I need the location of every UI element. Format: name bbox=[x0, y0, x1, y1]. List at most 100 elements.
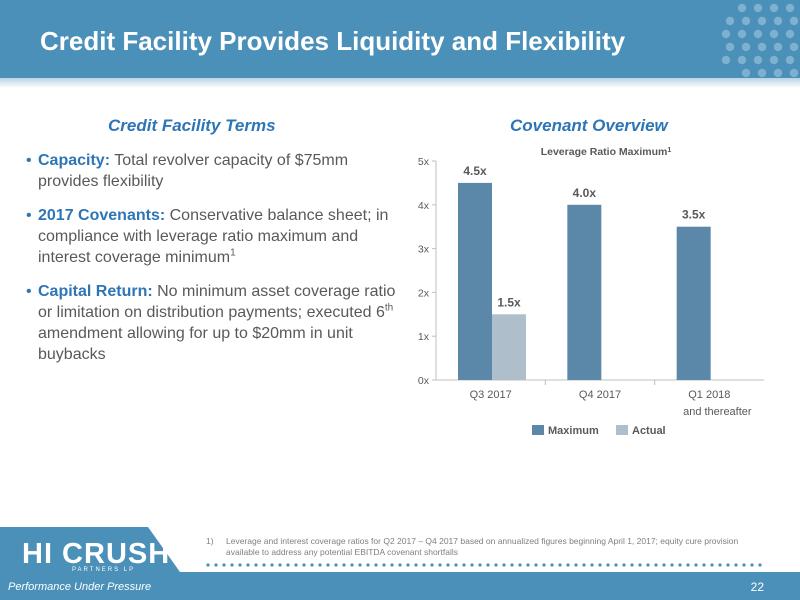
footer-dot bbox=[502, 563, 506, 567]
footer-dot bbox=[390, 563, 394, 567]
footer-dot bbox=[406, 563, 410, 567]
footer-dot bbox=[438, 563, 442, 567]
legend-label-maximum: Maximum bbox=[548, 425, 599, 437]
bullet-covenants: • 2017 Covenants: Conservative balance s… bbox=[26, 205, 398, 268]
decorative-dots bbox=[721, 3, 799, 78]
bullet-list: • Capacity: Total revolver capacity of $… bbox=[26, 150, 398, 378]
bullet-dot: • bbox=[26, 207, 32, 224]
footer-dot bbox=[526, 563, 530, 567]
decor-dot bbox=[737, 55, 747, 65]
bullet-dot: • bbox=[26, 152, 32, 169]
footer-dot bbox=[710, 563, 714, 567]
decor-dot bbox=[725, 16, 735, 26]
page-title: Credit Facility Provides Liquidity and F… bbox=[40, 26, 626, 56]
footnote: 1) Leverage and interest coverage ratios… bbox=[206, 536, 746, 558]
decor-dot bbox=[789, 16, 799, 26]
ordinal-suffix: th bbox=[384, 302, 394, 314]
decor-dot bbox=[741, 42, 751, 52]
logo-panel bbox=[0, 527, 180, 600]
footer-dot bbox=[750, 563, 754, 567]
footer-dot bbox=[206, 563, 210, 567]
footer-dot bbox=[590, 563, 594, 567]
y-tick-label: 3x bbox=[418, 244, 430, 256]
footer-dot bbox=[606, 563, 610, 567]
footer-dot bbox=[670, 563, 674, 567]
footer-dot bbox=[734, 563, 738, 567]
decor-dot bbox=[753, 55, 763, 65]
footer-dot bbox=[614, 563, 618, 567]
data-label: 1.5x bbox=[497, 295, 521, 309]
x-tick-label: Q4 2017 bbox=[579, 389, 621, 401]
bullet-dot: • bbox=[26, 283, 32, 300]
footer-dot bbox=[686, 563, 690, 567]
footer-dot bbox=[358, 563, 362, 567]
chart-title-footnote: 1 bbox=[667, 147, 671, 154]
decor-dot bbox=[785, 3, 795, 13]
footer-dot bbox=[518, 563, 522, 567]
footer-dot bbox=[454, 563, 458, 567]
y-tick-label: 5x bbox=[418, 156, 430, 168]
decor-dot bbox=[769, 3, 779, 13]
x-tick-label: Q1 2018 bbox=[688, 389, 730, 401]
footer-dot bbox=[382, 563, 386, 567]
footer-dot bbox=[542, 563, 546, 567]
footer-dot bbox=[342, 563, 346, 567]
footer-dot bbox=[278, 563, 282, 567]
decor-dot bbox=[769, 29, 779, 39]
company-tagline: Performance Under Pressure bbox=[8, 581, 152, 593]
footer-dot bbox=[582, 563, 586, 567]
footer-dot bbox=[350, 563, 354, 567]
left-section-title: Credit Facility Terms bbox=[108, 116, 276, 135]
footer-dot bbox=[334, 563, 338, 567]
footer-dot bbox=[638, 563, 642, 567]
footer-dot bbox=[726, 563, 730, 567]
footer-dot bbox=[702, 563, 706, 567]
bullet-head: Capacity: bbox=[38, 152, 111, 169]
footer-dot bbox=[310, 563, 314, 567]
footer-dot bbox=[462, 563, 466, 567]
footer-dot bbox=[366, 563, 370, 567]
decor-dot bbox=[757, 68, 767, 78]
footer-dot bbox=[286, 563, 290, 567]
decor-dot bbox=[773, 16, 783, 26]
decor-dot bbox=[741, 16, 751, 26]
footer-dot bbox=[230, 563, 234, 567]
bar-maximum-1 bbox=[567, 204, 602, 380]
x-tick-label: Q3 2017 bbox=[470, 389, 512, 401]
bullet-head: Capital Return: bbox=[38, 283, 153, 300]
legend-label-actual: Actual bbox=[632, 425, 666, 437]
footer-dot bbox=[718, 563, 722, 567]
y-tick-label: 0x bbox=[418, 375, 430, 387]
footer-dot bbox=[510, 563, 514, 567]
footnote-marker: 1 bbox=[230, 247, 236, 259]
decor-dot bbox=[757, 16, 767, 26]
footer-dot bbox=[446, 563, 450, 567]
decor-dot bbox=[785, 29, 795, 39]
footnote-number: 1) bbox=[206, 536, 214, 546]
footer-dot bbox=[694, 563, 698, 567]
header-bar bbox=[0, 0, 800, 78]
footer-dot bbox=[630, 563, 634, 567]
footer-dot bbox=[238, 563, 242, 567]
footer-dot bbox=[422, 563, 426, 567]
bullet-head: 2017 Covenants: bbox=[38, 207, 166, 224]
decor-dot bbox=[725, 42, 735, 52]
footer-dot bbox=[270, 563, 274, 567]
footer-dot bbox=[758, 563, 762, 567]
decor-dot bbox=[785, 55, 795, 65]
bullet-capacity: • Capacity: Total revolver capacity of $… bbox=[26, 150, 398, 192]
footer-dot bbox=[654, 563, 658, 567]
decor-dot bbox=[773, 68, 783, 78]
company-logo-text: HI CRUSH bbox=[22, 538, 171, 570]
footer-dot bbox=[318, 563, 322, 567]
decor-dot bbox=[753, 29, 763, 39]
data-label: 4.0x bbox=[573, 186, 597, 200]
y-tick-label: 4x bbox=[418, 200, 430, 212]
data-label: 4.5x bbox=[463, 164, 487, 178]
footer-dot bbox=[398, 563, 402, 567]
bullet-capital-return: • Capital Return: No minimum asset cover… bbox=[26, 281, 398, 365]
footer-dot bbox=[558, 563, 562, 567]
data-label: 3.5x bbox=[682, 208, 706, 222]
footer-dot bbox=[742, 563, 746, 567]
x-tick-sublabel: and thereafter bbox=[683, 406, 752, 418]
